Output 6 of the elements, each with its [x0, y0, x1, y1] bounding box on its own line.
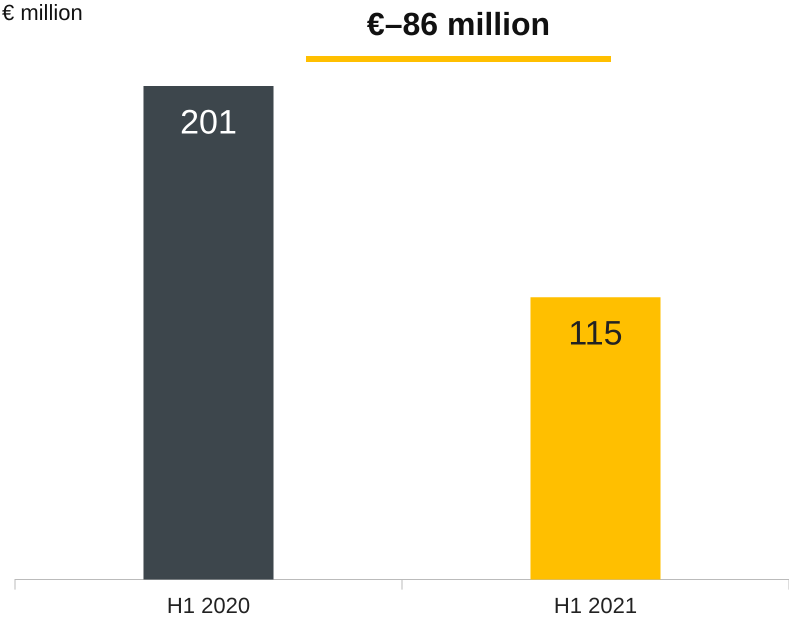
x-tick-label: H1 2021 — [554, 592, 638, 618]
y-axis-title: € million — [2, 0, 83, 26]
x-tick-label: H1 2020 — [166, 592, 250, 618]
data-label: 201 — [180, 103, 237, 142]
data-label: 115 — [568, 314, 623, 353]
text: €–86 million — [366, 6, 552, 43]
